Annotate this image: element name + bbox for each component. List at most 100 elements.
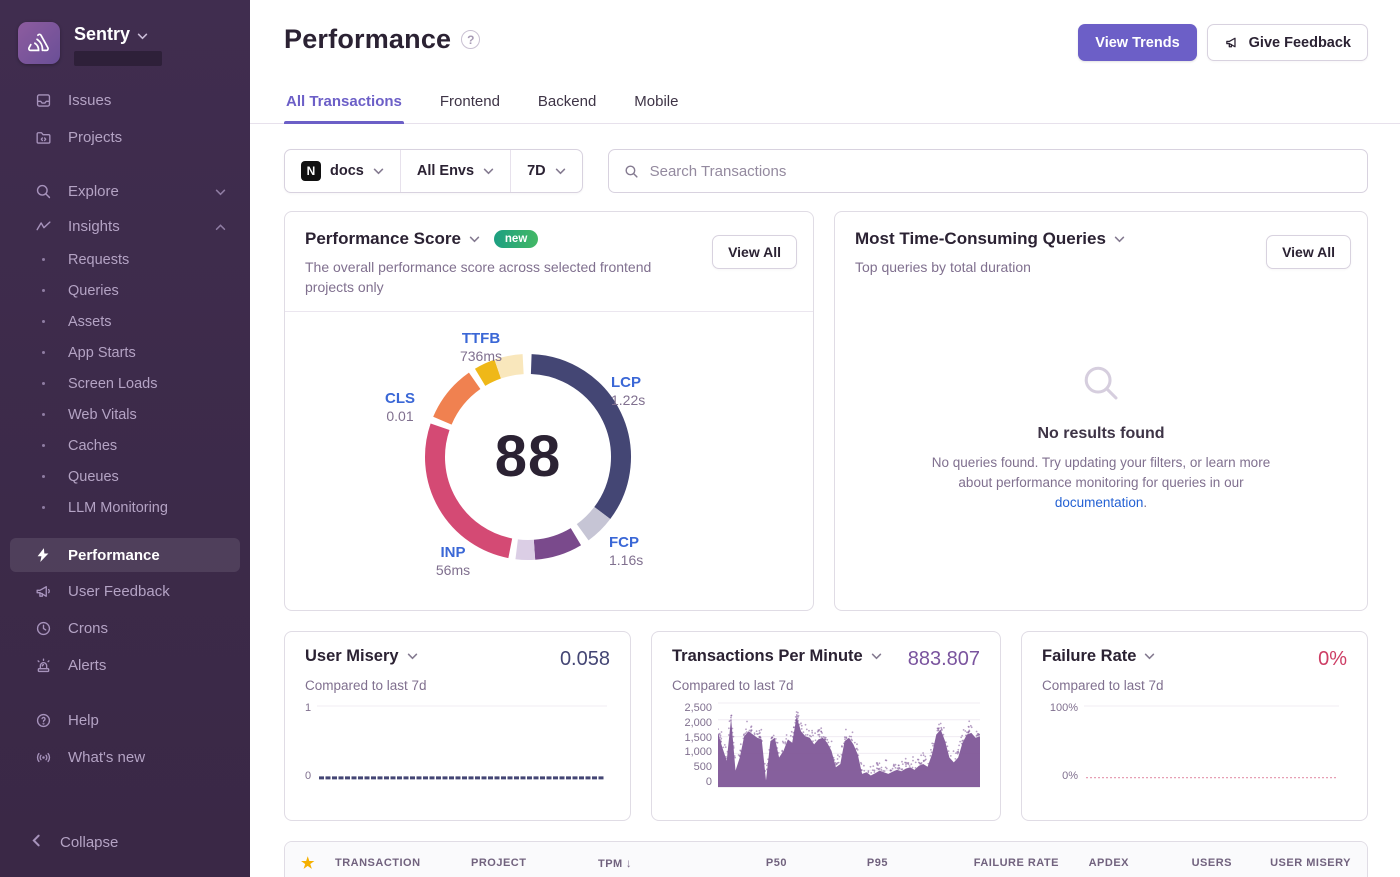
sidebar-item-whats-new[interactable]: What's new: [10, 740, 240, 775]
chevron-left-icon: [32, 834, 46, 851]
org-name: Sentry: [74, 24, 131, 44]
tab-mobile[interactable]: Mobile: [634, 93, 679, 110]
view-all-button[interactable]: View All: [712, 235, 797, 269]
view-all-button[interactable]: View All: [1266, 235, 1351, 269]
main-area: Performance ? View Trends Give Feedback …: [250, 0, 1400, 877]
give-feedback-button[interactable]: Give Feedback: [1206, 24, 1368, 61]
chevron-down-icon[interactable]: [871, 653, 882, 660]
issues-icon: [32, 91, 54, 110]
sidebar-item-label: Crons: [68, 620, 109, 637]
bullet-icon: [32, 351, 54, 354]
sidebar-item-alerts[interactable]: Alerts: [10, 648, 240, 683]
transactions-table: ★ TRANSACTION PROJECT TPM ↓ P50 P95 FAILU…: [284, 841, 1368, 877]
score-ring[interactable]: [413, 342, 643, 572]
column-user-misery[interactable]: USER MISERY: [1270, 857, 1351, 869]
sidebar-item-performance[interactable]: Performance: [10, 538, 240, 572]
column-tpm[interactable]: TPM ↓: [598, 856, 633, 870]
column-p50[interactable]: P50: [765, 857, 787, 869]
chevron-down-icon[interactable]: [407, 653, 418, 660]
tab-frontend[interactable]: Frontend: [439, 93, 500, 110]
sidebar-item-caches[interactable]: Caches: [10, 430, 240, 461]
chevron-down-icon: [137, 24, 148, 45]
chevron-down-icon: [215, 183, 226, 200]
search-icon: [623, 163, 640, 180]
search-icon: [32, 182, 54, 201]
sidebar-item-label: Assets: [68, 313, 112, 330]
bullet-icon: [32, 413, 54, 416]
bullet-icon: [32, 289, 54, 292]
project-platform-icon: N: [301, 161, 321, 181]
project-selector-value: docs: [330, 163, 364, 179]
empty-state-description: No queries found. Try updating your filt…: [931, 455, 1271, 510]
sidebar-item-web-vitals[interactable]: Web Vitals: [10, 399, 240, 430]
tpm-chart: 2,500 2,000 1,500 1,000 500 0: [672, 702, 980, 788]
transaction-search[interactable]: [607, 149, 1368, 193]
sidebar-collapse-button[interactable]: Collapse: [0, 826, 240, 859]
column-failure-rate[interactable]: FAILURE RATE: [973, 857, 1059, 869]
view-trends-button[interactable]: View Trends: [1078, 24, 1197, 61]
chevron-down-icon: [555, 168, 566, 175]
page-help-icon[interactable]: ?: [461, 30, 481, 49]
metric-subtitle: Compared to last 7d: [305, 678, 427, 693]
sidebar-item-app-starts[interactable]: App Starts: [10, 337, 240, 368]
sidebar-group-insights[interactable]: Insights: [10, 209, 240, 244]
chevron-down-icon[interactable]: [1144, 653, 1155, 660]
user-misery-sparkline: [317, 705, 608, 780]
column-transaction[interactable]: TRANSACTION: [335, 857, 421, 869]
column-users[interactable]: USERS: [1191, 857, 1232, 869]
environment-selector[interactable]: All Envs: [399, 150, 510, 192]
star-icon[interactable]: ★: [301, 855, 315, 872]
sidebar-item-label: Performance: [68, 546, 160, 564]
sidebar-item-label: Screen Loads: [68, 375, 158, 392]
org-subtitle-redacted: [74, 51, 162, 66]
sidebar-group-explore[interactable]: Explore: [10, 174, 240, 209]
sidebar-item-label: LLM Monitoring: [68, 499, 168, 516]
org-switcher[interactable]: Sentry: [74, 24, 162, 45]
sidebar-item-issues[interactable]: Issues: [10, 83, 240, 118]
column-p95[interactable]: P95: [866, 857, 888, 869]
tab-backend[interactable]: Backend: [537, 93, 597, 110]
sidebar-item-queues[interactable]: Queues: [10, 461, 240, 492]
metric-value: 883.807: [907, 648, 980, 670]
documentation-link[interactable]: documentation: [1054, 494, 1144, 510]
search-input[interactable]: [649, 162, 1353, 180]
sentry-logo-icon[interactable]: [18, 22, 60, 64]
sidebar-item-crons[interactable]: Crons: [10, 611, 240, 646]
sidebar-item-label: Web Vitals: [68, 406, 137, 423]
chevron-down-icon: [373, 168, 384, 175]
bullet-icon: [32, 475, 54, 478]
widget-subtitle: Top queries by total duration: [855, 259, 1031, 275]
sidebar-item-label: User Feedback: [68, 583, 170, 600]
sidebar-item-requests[interactable]: Requests: [10, 244, 240, 275]
sidebar-item-label: Queries: [68, 282, 119, 299]
sidebar-item-help[interactable]: Help: [10, 703, 240, 738]
sidebar-item-user-feedback[interactable]: User Feedback: [10, 574, 240, 609]
sort-desc-icon: ↓: [625, 856, 633, 870]
sidebar-item-label: Help: [68, 712, 99, 729]
user-misery-chart: 1 0: [305, 702, 610, 782]
sidebar-item-queries[interactable]: Queries: [10, 275, 240, 306]
tab-all-transactions[interactable]: All Transactions: [284, 83, 404, 124]
metric-subtitle: Compared to last 7d: [672, 678, 794, 693]
sidebar-item-assets[interactable]: Assets: [10, 306, 240, 337]
user-misery-card: User Misery 0.058 Compared to last 7d 1 …: [284, 631, 631, 821]
sidebar-group-label: Explore: [68, 183, 119, 200]
sidebar-item-label: What's new: [68, 749, 146, 766]
bullet-icon: [32, 258, 54, 261]
bullet-icon: [32, 444, 54, 447]
lightning-icon: [32, 546, 54, 564]
broadcast-icon: [32, 748, 54, 767]
chevron-down-icon[interactable]: [469, 236, 480, 243]
sidebar-item-projects[interactable]: Projects: [10, 120, 240, 155]
vital-ttfb: TTFB 736ms: [459, 329, 503, 365]
column-apdex[interactable]: APDEX: [1088, 857, 1129, 869]
sidebar-item-screen-loads[interactable]: Screen Loads: [10, 368, 240, 399]
sidebar-item-label: Queues: [68, 468, 119, 485]
chevron-down-icon[interactable]: [1114, 236, 1125, 243]
sidebar-item-llm-monitoring[interactable]: LLM Monitoring: [10, 492, 240, 523]
date-range-selector[interactable]: 7D: [510, 150, 582, 192]
column-project[interactable]: PROJECT: [471, 857, 527, 869]
clock-icon: [32, 619, 54, 638]
project-selector[interactable]: N docs: [285, 150, 400, 192]
sidebar-item-label: Caches: [68, 437, 118, 454]
